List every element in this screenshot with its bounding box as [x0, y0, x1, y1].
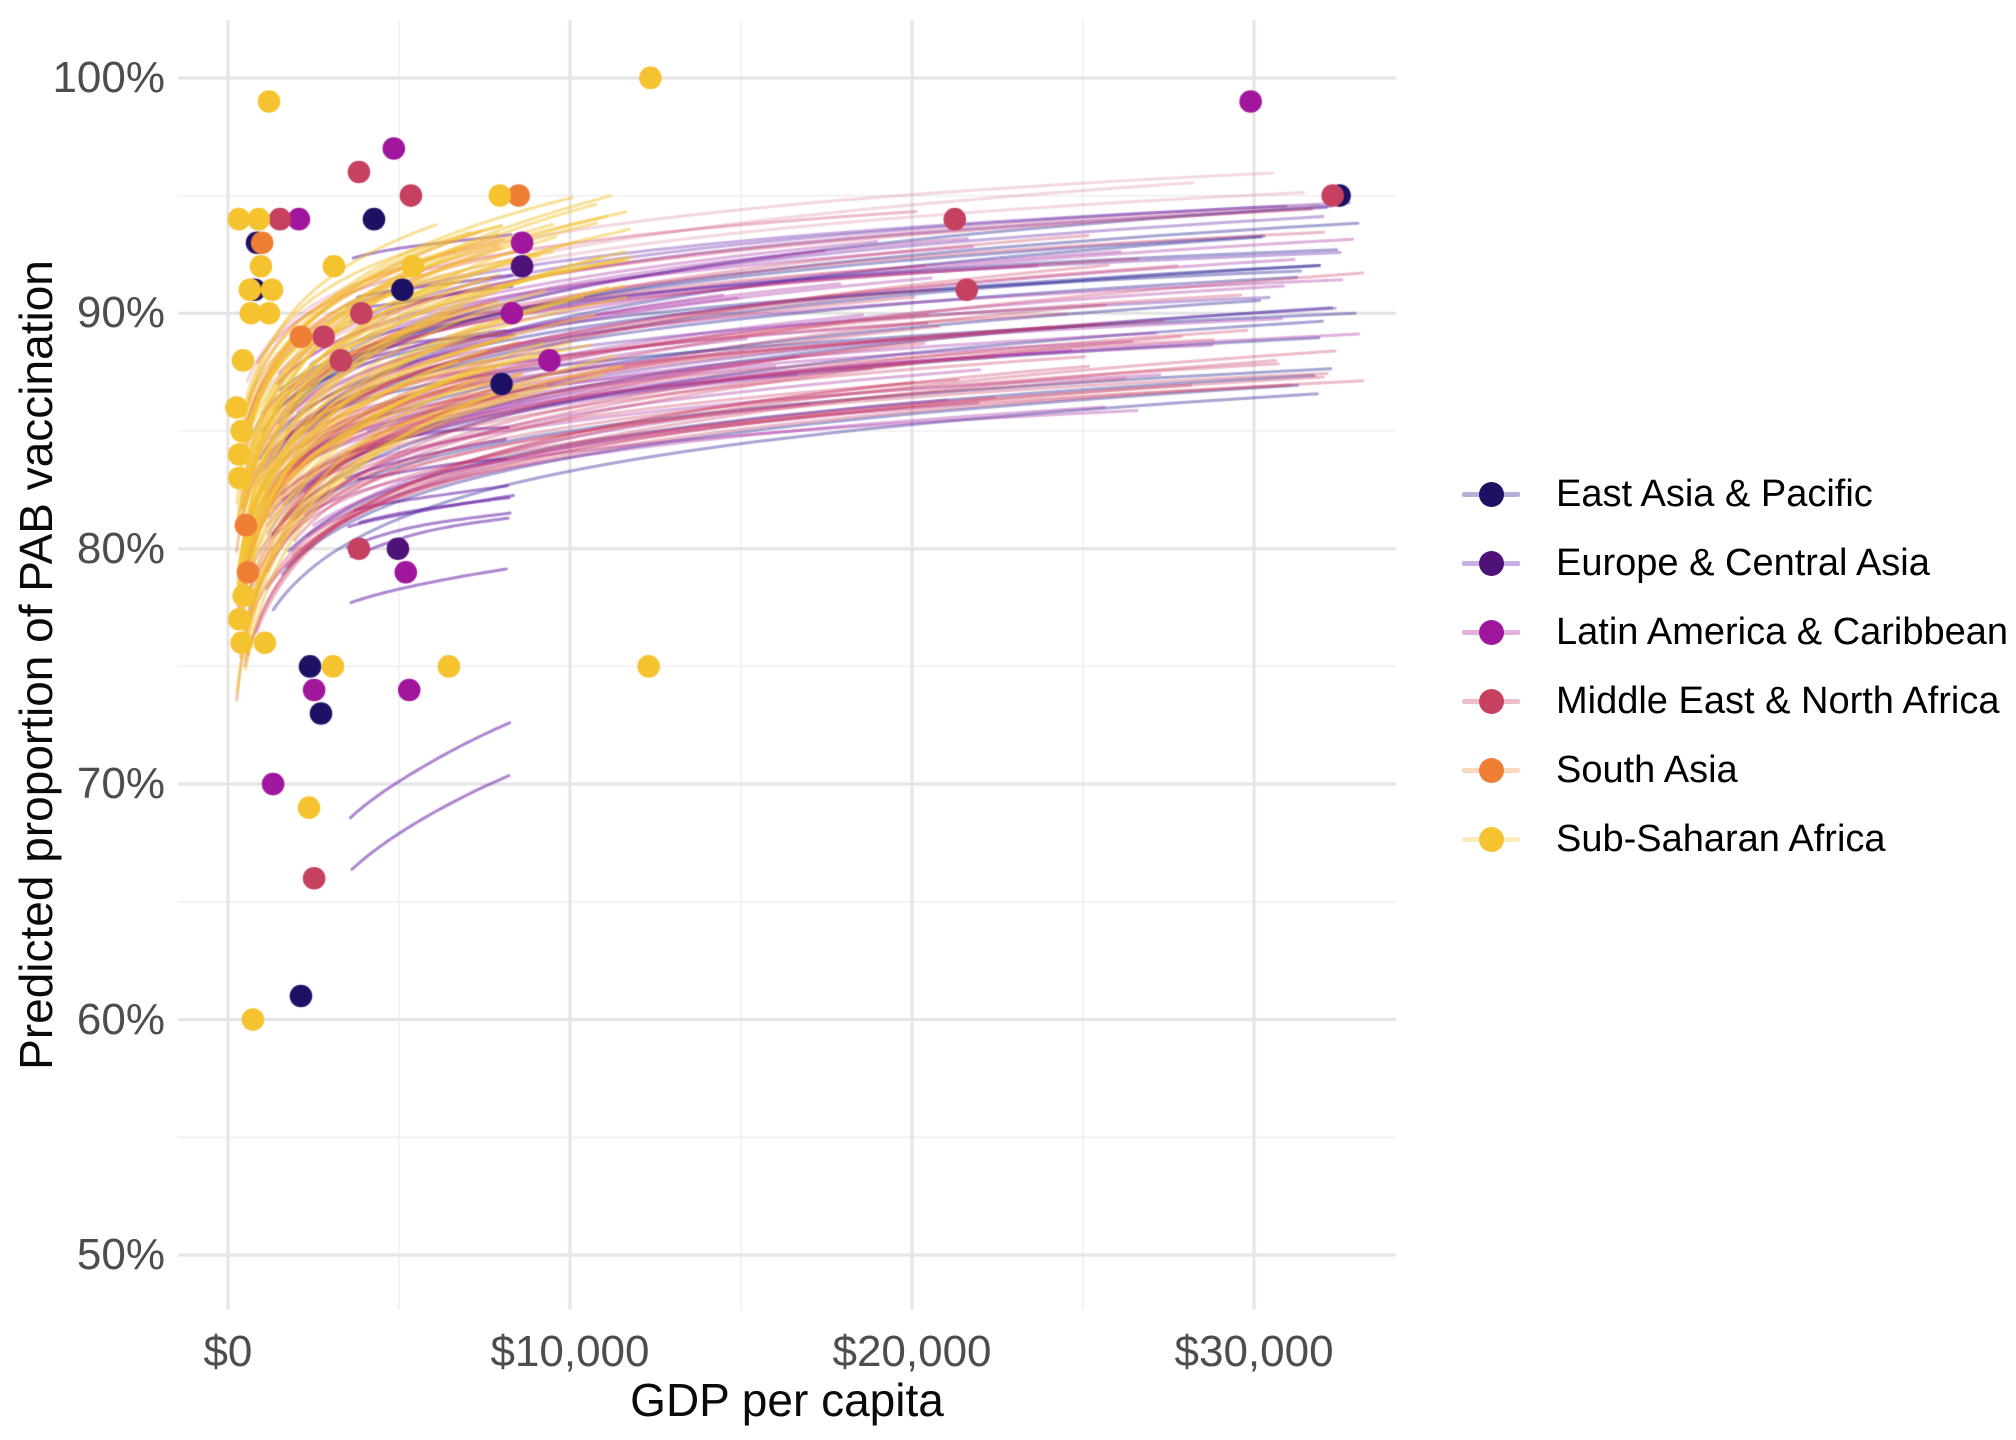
legend-item-sub-saharan-africa: Sub-Saharan Africa	[1462, 805, 2008, 874]
legend-item-east-asia-pacific: East Asia & Pacific	[1462, 460, 2008, 529]
y-axis-title: Predicted proportion of PAB vaccination	[10, 260, 62, 1070]
legend-key-icon	[1462, 482, 1520, 508]
legend-label: Latin America & Caribbean	[1556, 611, 2009, 653]
legend-key-icon	[1462, 620, 1520, 646]
y-tick-label-90: 90%	[76, 288, 165, 338]
legend-item-south-asia: South Asia	[1462, 736, 2008, 805]
y-tick-label-60: 60%	[76, 994, 165, 1044]
legend-item-latin-america-caribbean: Latin America & Caribbean	[1462, 598, 2008, 667]
x-tick-label-10000: $10,000	[490, 1327, 650, 1376]
y-tick-label-100: 100%	[52, 52, 165, 102]
legend-key-icon	[1462, 689, 1520, 715]
legend-label: South Asia	[1556, 749, 1738, 791]
legend-label: Middle East & North Africa	[1556, 680, 2000, 722]
legend-label: Europe & Central Asia	[1556, 542, 1930, 584]
y-tick-label-50: 50%	[76, 1229, 165, 1279]
x-axis-title: GDP per capita	[630, 1374, 944, 1426]
legend-key-icon	[1462, 827, 1520, 853]
legend-key-icon	[1462, 758, 1520, 784]
x-tick-label-30000: $30,000	[1174, 1327, 1334, 1376]
legend: East Asia & Pacific Europe & Central Asia…	[1462, 460, 2008, 874]
legend-label: East Asia & Pacific	[1556, 473, 1873, 515]
legend-key-icon	[1462, 551, 1520, 577]
x-tick-label-0: $0	[203, 1327, 253, 1376]
legend-item-middle-east-north-africa: Middle East & North Africa	[1462, 667, 2008, 736]
x-tick-label-20000: $20,000	[832, 1327, 992, 1376]
legend-item-europe-central-asia: Europe & Central Asia	[1462, 529, 2008, 598]
y-tick-label-80: 80%	[76, 523, 165, 573]
y-tick-label-70: 70%	[76, 759, 165, 809]
legend-label: Sub-Saharan Africa	[1556, 818, 1886, 860]
